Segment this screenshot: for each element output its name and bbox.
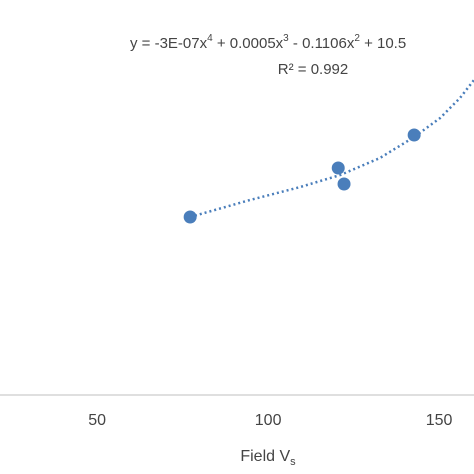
x-tick-label: 150 <box>426 412 453 429</box>
r-squared: R² = 0.992 <box>278 61 348 78</box>
data-point <box>337 177 351 191</box>
trend-equation: y = -3E-07x4 + 0.0005x3 - 0.1106x2 + 10.… <box>130 33 406 52</box>
x-axis-title-main: Field V <box>240 448 290 465</box>
x-tick-label: 50 <box>88 412 106 429</box>
x-axis-title: Field Vs <box>240 448 296 468</box>
equation-part: y = -3E-07x <box>130 35 208 52</box>
equation-part: - 0.1106x <box>289 35 355 52</box>
data-point <box>331 161 345 175</box>
equation-exponent: 4 <box>207 33 213 44</box>
x-axis-title-sub: s <box>290 456 296 468</box>
trendline <box>189 79 474 219</box>
data-point <box>183 210 197 224</box>
equation-part: + 10.5 <box>360 35 406 52</box>
x-tick-label: 100 <box>255 412 282 429</box>
equation-exponent: 3 <box>283 33 289 44</box>
equation-exponent: 2 <box>354 33 360 44</box>
equation-part: + 0.0005x <box>213 35 284 52</box>
data-point <box>407 128 421 142</box>
